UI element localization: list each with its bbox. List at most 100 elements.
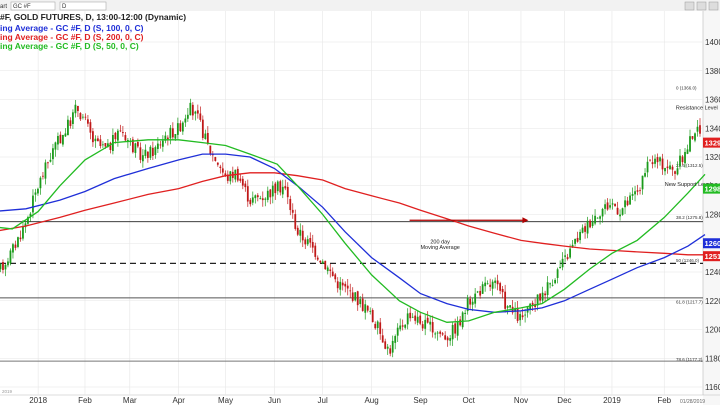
candle-body [454,323,457,334]
y-tick-label: 1360 [705,96,720,105]
x-tick-label: 2019 [603,396,621,405]
price-badge-label: 1260 [705,239,720,248]
x-tick-label: Jun [268,396,281,405]
candle-body [586,220,589,234]
candle-body [89,122,92,133]
candle-body [34,192,37,195]
candle-body [154,147,157,155]
candle-body [641,175,644,190]
candle-body [429,321,432,325]
candle-body [114,132,117,140]
candle-body [249,199,252,205]
candle-body [449,338,452,341]
candle-body [506,306,509,308]
candle-body [42,175,44,177]
price-badge-label: 1298 [705,184,720,193]
bottom-left-text: 2019 [2,389,13,394]
toolbar-button[interactable] [708,1,719,11]
x-tick-label: Mar [123,396,137,405]
candle-body [589,220,591,228]
candle-body [394,336,397,343]
candle-body [27,217,29,224]
annotation-label: New Support Level [665,182,711,188]
candle-body [564,255,566,257]
toolbar-button[interactable] [684,1,695,11]
price-badge-label: 1251 [705,252,720,261]
candle-body [319,260,322,263]
candle-body [561,258,564,268]
candle-body [17,237,19,247]
x-tick-label: 2018 [29,396,47,405]
candle-body [539,293,542,301]
candle-body [291,209,294,213]
candle-body [566,257,569,259]
candle-body [299,229,302,236]
candle-body [339,281,342,290]
y-tick-label: 1220 [705,297,720,306]
candle-body [599,216,601,219]
candle-body [674,171,676,174]
candle-body [654,158,656,164]
candle-body [351,292,354,301]
candle-body [47,162,49,164]
x-tick-label: Jul [318,396,328,405]
symbol-box[interactable] [10,1,56,11]
candle-body [371,310,374,323]
candle-body [146,151,149,158]
candle-body [501,288,504,293]
candle-body [609,205,611,208]
candle-body [686,149,689,154]
candle-body [164,135,167,141]
candle-body [396,327,399,336]
candle-body [39,177,42,189]
candle-body [451,324,454,340]
candle-body [386,346,389,349]
candle-body [374,323,377,329]
candle-body [669,165,671,170]
candle-body [309,238,312,243]
candle-body [44,162,47,179]
candle-body [151,147,154,156]
candle-body [671,166,674,170]
candle-body [521,315,524,318]
interval-input[interactable]: D [62,4,67,10]
candle-body [559,266,561,269]
candle-body [54,142,57,150]
candle-body [57,136,59,145]
ma100-line [0,153,706,313]
candle-body [444,335,447,340]
x-tick-label: Feb [657,396,671,405]
symbol-input[interactable]: GC #F [13,4,31,10]
candle-body [681,156,684,163]
toolbar-button[interactable] [696,1,707,11]
candle-body [82,116,84,118]
candle-body [226,174,229,181]
x-tick-label: Aug [364,396,378,405]
candle-body [504,291,507,309]
candle-body [646,161,649,173]
y-tick-label: 1380 [705,67,720,76]
candle-body [554,279,557,284]
candle-body [106,143,109,147]
candle-body [536,294,539,306]
y-tick-label: 1320 [705,153,720,162]
candle-body [541,292,544,301]
candle-body [629,195,631,205]
candle-body [684,151,686,164]
candle-body [379,322,382,334]
interval-box[interactable] [59,1,107,11]
candle-body [94,138,97,142]
candle-body [181,122,184,132]
candle-body [544,293,547,296]
y-tick-label: 1180 [705,354,720,363]
candle-body [461,312,464,328]
candle-body [486,283,489,285]
candle-body [446,337,449,341]
candle-body [344,283,347,287]
candle-body [346,285,349,289]
candle-body [634,191,636,195]
fibonacci-levels: 0 (1366.0) 23.6 (1312.5) 38.2 (1275.8) 50 (… [676,85,703,362]
candle-body [489,284,492,287]
candle-body [644,173,646,177]
candle-body [284,186,287,189]
